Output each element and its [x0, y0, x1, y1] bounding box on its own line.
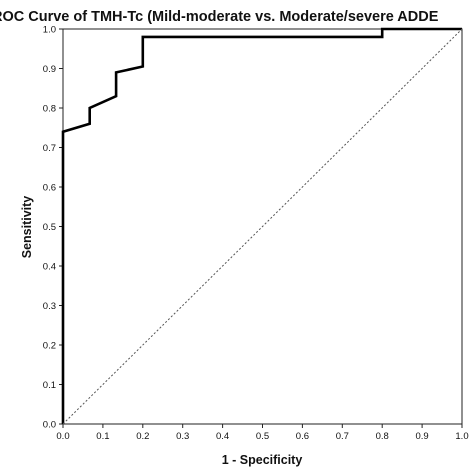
- x-tick-label: 0.8: [376, 431, 389, 442]
- x-tick-label: 0.7: [336, 431, 349, 442]
- x-tick-label: 0.6: [296, 431, 309, 442]
- y-tick-label: 0.5: [43, 222, 56, 233]
- y-axis-label: Sensitivity: [20, 196, 34, 259]
- y-tick-label: 0.7: [43, 143, 56, 154]
- y-tick-label: 0.6: [43, 183, 56, 194]
- x-tick-label: 1.0: [455, 431, 468, 442]
- x-tick-label: 0.9: [415, 431, 428, 442]
- roc-curve-line: [61, 27, 462, 424]
- x-tick-label: 0.2: [136, 431, 149, 442]
- x-axis-label: 1 - Specificity: [222, 453, 303, 467]
- y-axis: 0.0 0.1 0.2 0.3 0.4 0.5 0.6 0.7 0.8 0.9 1.0: [43, 25, 63, 431]
- series-layer: [61, 27, 463, 425]
- x-tick-label: 0.0: [56, 431, 69, 442]
- y-tick-label: 0.9: [43, 64, 56, 75]
- x-tick-label: 0.1: [96, 431, 109, 442]
- y-tick-label: 0.8: [43, 104, 56, 115]
- chart-title: ROC Curve of TMH-Tc (Mild-moderate vs. M…: [0, 9, 439, 25]
- y-tick-label: 1.0: [43, 25, 56, 36]
- y-tick-label: 0.1: [43, 380, 56, 391]
- x-tick-label: 0.4: [216, 431, 229, 442]
- x-tick-label: 0.5: [256, 431, 269, 442]
- y-tick-label: 0.2: [43, 341, 56, 352]
- reference-diagonal-line: [62, 28, 463, 425]
- y-tick-label: 0.3: [43, 301, 56, 312]
- x-tick-label: 0.3: [176, 431, 189, 442]
- x-axis: 0.0 0.1 0.2 0.3 0.4 0.5 0.6 0.7 0.8 0.9 1.0: [56, 424, 469, 442]
- y-tick-label: 0.4: [43, 262, 56, 273]
- y-tick-label: 0.0: [43, 420, 56, 431]
